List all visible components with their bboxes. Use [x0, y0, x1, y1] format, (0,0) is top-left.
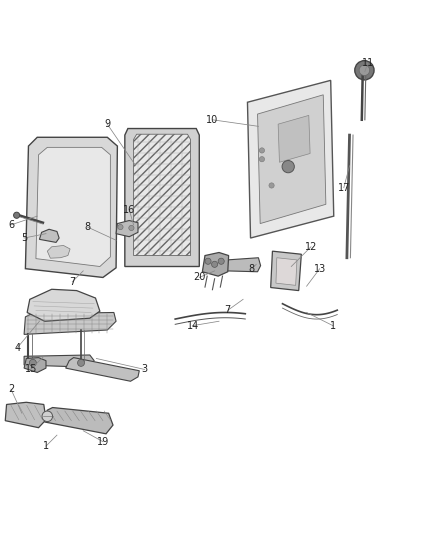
Polygon shape [24, 312, 116, 334]
Circle shape [129, 225, 134, 231]
Text: 3: 3 [141, 365, 148, 374]
Text: 11: 11 [362, 58, 374, 68]
Polygon shape [24, 358, 46, 373]
Text: 4: 4 [14, 343, 21, 352]
Text: 1: 1 [43, 441, 49, 451]
Circle shape [78, 359, 85, 366]
Text: 19: 19 [97, 437, 109, 447]
Polygon shape [47, 246, 70, 258]
Text: 7: 7 [69, 277, 75, 287]
Circle shape [205, 258, 211, 264]
Circle shape [14, 212, 20, 219]
Text: 12: 12 [305, 242, 317, 252]
Text: 8: 8 [249, 264, 255, 273]
Polygon shape [258, 95, 326, 223]
Text: 2: 2 [8, 384, 14, 394]
Text: 17: 17 [338, 183, 350, 192]
Text: 15: 15 [25, 365, 37, 374]
Text: 13: 13 [314, 264, 326, 273]
Text: 8: 8 [85, 222, 91, 232]
Polygon shape [66, 358, 139, 381]
Text: 9: 9 [104, 119, 110, 129]
Circle shape [359, 65, 370, 76]
Circle shape [29, 359, 36, 366]
Polygon shape [45, 408, 113, 434]
Polygon shape [202, 253, 229, 276]
Polygon shape [247, 80, 334, 238]
Circle shape [355, 61, 374, 80]
Circle shape [282, 160, 294, 173]
Polygon shape [24, 355, 94, 367]
Polygon shape [27, 289, 100, 321]
Polygon shape [5, 402, 46, 427]
Polygon shape [271, 251, 301, 290]
Text: 7: 7 [225, 305, 231, 316]
Circle shape [42, 411, 53, 422]
Text: 10: 10 [206, 115, 219, 125]
Circle shape [218, 258, 224, 264]
Text: 6: 6 [8, 220, 14, 230]
Text: 16: 16 [123, 205, 135, 215]
Text: 5: 5 [21, 233, 27, 243]
Text: 14: 14 [187, 321, 199, 330]
Polygon shape [276, 258, 297, 285]
Polygon shape [134, 134, 191, 255]
Polygon shape [116, 221, 138, 237]
Circle shape [212, 261, 218, 268]
Polygon shape [36, 147, 110, 266]
Text: 20: 20 [193, 272, 205, 282]
Text: 1: 1 [330, 321, 336, 330]
Polygon shape [226, 258, 261, 272]
Circle shape [259, 157, 265, 162]
Polygon shape [125, 128, 199, 266]
Polygon shape [278, 115, 310, 162]
Polygon shape [25, 138, 117, 278]
Circle shape [118, 224, 123, 230]
Polygon shape [39, 229, 59, 243]
Circle shape [259, 148, 265, 153]
Circle shape [269, 183, 274, 188]
